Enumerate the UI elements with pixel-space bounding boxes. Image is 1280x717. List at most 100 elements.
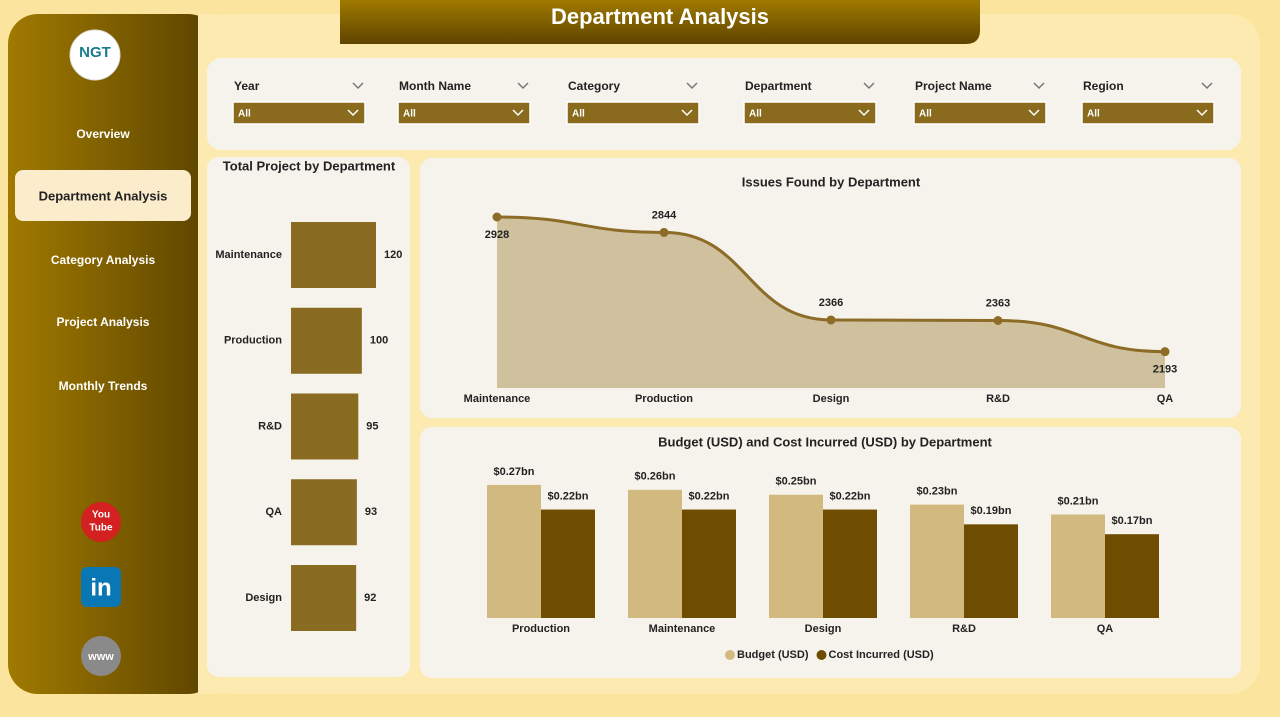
value-label: $0.26bn [635,471,676,483]
chevron [858,109,870,117]
category-label: R&D [952,623,976,635]
value-label: 93 [365,506,377,518]
web-icon[interactable] [81,636,121,676]
value-label: 2928 [485,229,509,241]
filter-panel [207,58,1241,150]
logo-text: NGT [79,44,111,61]
chevron [686,82,698,90]
page-title: Department Analysis [551,4,769,29]
category-label: QA [266,506,283,518]
category-label: QA [1097,623,1114,635]
icon-text: in [90,574,111,601]
dropdown[interactable] [1081,101,1215,125]
category-label: Production [512,623,570,635]
legend-label[interactable]: Budget (USD) [737,649,809,661]
filter-label: Month Name [399,79,471,93]
value-label: 2366 [819,297,843,309]
bar [1051,514,1105,618]
bar [964,524,1018,618]
category-label: Maintenance [464,393,531,405]
chart-title: Total Project by Department [223,158,396,173]
point [826,315,836,325]
category-label: R&D [258,420,282,432]
chevron [1196,109,1208,117]
chevron [863,82,875,90]
legend-swatch [816,650,827,660]
value-label: 100 [370,335,388,347]
bar [628,489,682,618]
chevron [1028,109,1040,117]
dropdown[interactable] [566,101,700,125]
icon-text: www [87,651,114,663]
nav-active [15,170,191,221]
dropdown-value: All [919,109,932,120]
category-label: Design [245,592,282,604]
point [993,316,1003,326]
value-label: $0.25bn [776,476,817,488]
bar [910,504,964,618]
chevron [681,109,693,117]
icon-text: You [92,510,110,521]
value-label: $0.19bn [971,505,1012,517]
dropdown[interactable] [913,101,1047,125]
youtube-icon[interactable] [81,502,121,542]
chevron [347,109,359,117]
value-label: $0.17bn [1112,515,1153,527]
bar [823,509,877,618]
chevron [352,82,364,90]
value-label: $0.22bn [548,490,589,502]
dropdown[interactable] [397,101,531,125]
value-label: 95 [366,420,378,432]
point [659,227,669,237]
chevron [517,82,529,90]
nav-item[interactable]: Overview [76,127,130,141]
category-label: QA [1157,393,1174,405]
point [492,212,502,222]
icon-text: Tube [89,523,113,534]
category-label: R&D [986,393,1010,405]
point [1160,347,1170,357]
value-label: 2844 [652,209,677,221]
dropdown-value: All [572,109,585,120]
filter-label: Year [234,79,260,93]
filter-label: Category [568,79,620,93]
value-label: $0.21bn [1058,495,1099,507]
bar [291,222,376,288]
logo [69,29,121,81]
value-label: 92 [364,592,376,604]
value-label: 2363 [986,297,1010,309]
dropdown-value: All [749,109,762,120]
value-label: 120 [384,249,402,261]
value-label: $0.23bn [917,486,958,498]
title-banner [340,0,980,44]
dropdown[interactable] [232,101,366,125]
chevron [1033,82,1045,90]
chevron [512,109,524,117]
nav-item[interactable]: Department Analysis [39,188,168,203]
bar [291,393,359,460]
nav-item[interactable]: Project Analysis [57,315,150,329]
chart-title: Budget (USD) and Cost Incurred (USD) by … [658,434,992,449]
category-label: Maintenance [649,623,716,635]
category-label: Design [813,393,850,405]
category-label: Production [635,393,693,405]
chart-title: Issues Found by Department [742,174,921,189]
value-label: $0.22bn [830,490,871,502]
bar [291,307,362,374]
bar [1105,534,1159,618]
bar [541,509,595,618]
bar [682,509,736,618]
dropdown[interactable] [743,101,877,125]
nav-item[interactable]: Category Analysis [51,253,156,267]
linkedin-icon[interactable] [81,567,121,607]
filter-label: Department [745,79,812,93]
legend-swatch [725,650,735,660]
bar [769,494,823,618]
area [497,217,1165,388]
category-label: Maintenance [215,249,282,261]
legend-label[interactable]: Cost Incurred (USD) [829,649,934,661]
nav-item[interactable]: Monthly Trends [59,379,148,393]
bar [487,484,541,618]
dropdown-value: All [1087,109,1100,120]
